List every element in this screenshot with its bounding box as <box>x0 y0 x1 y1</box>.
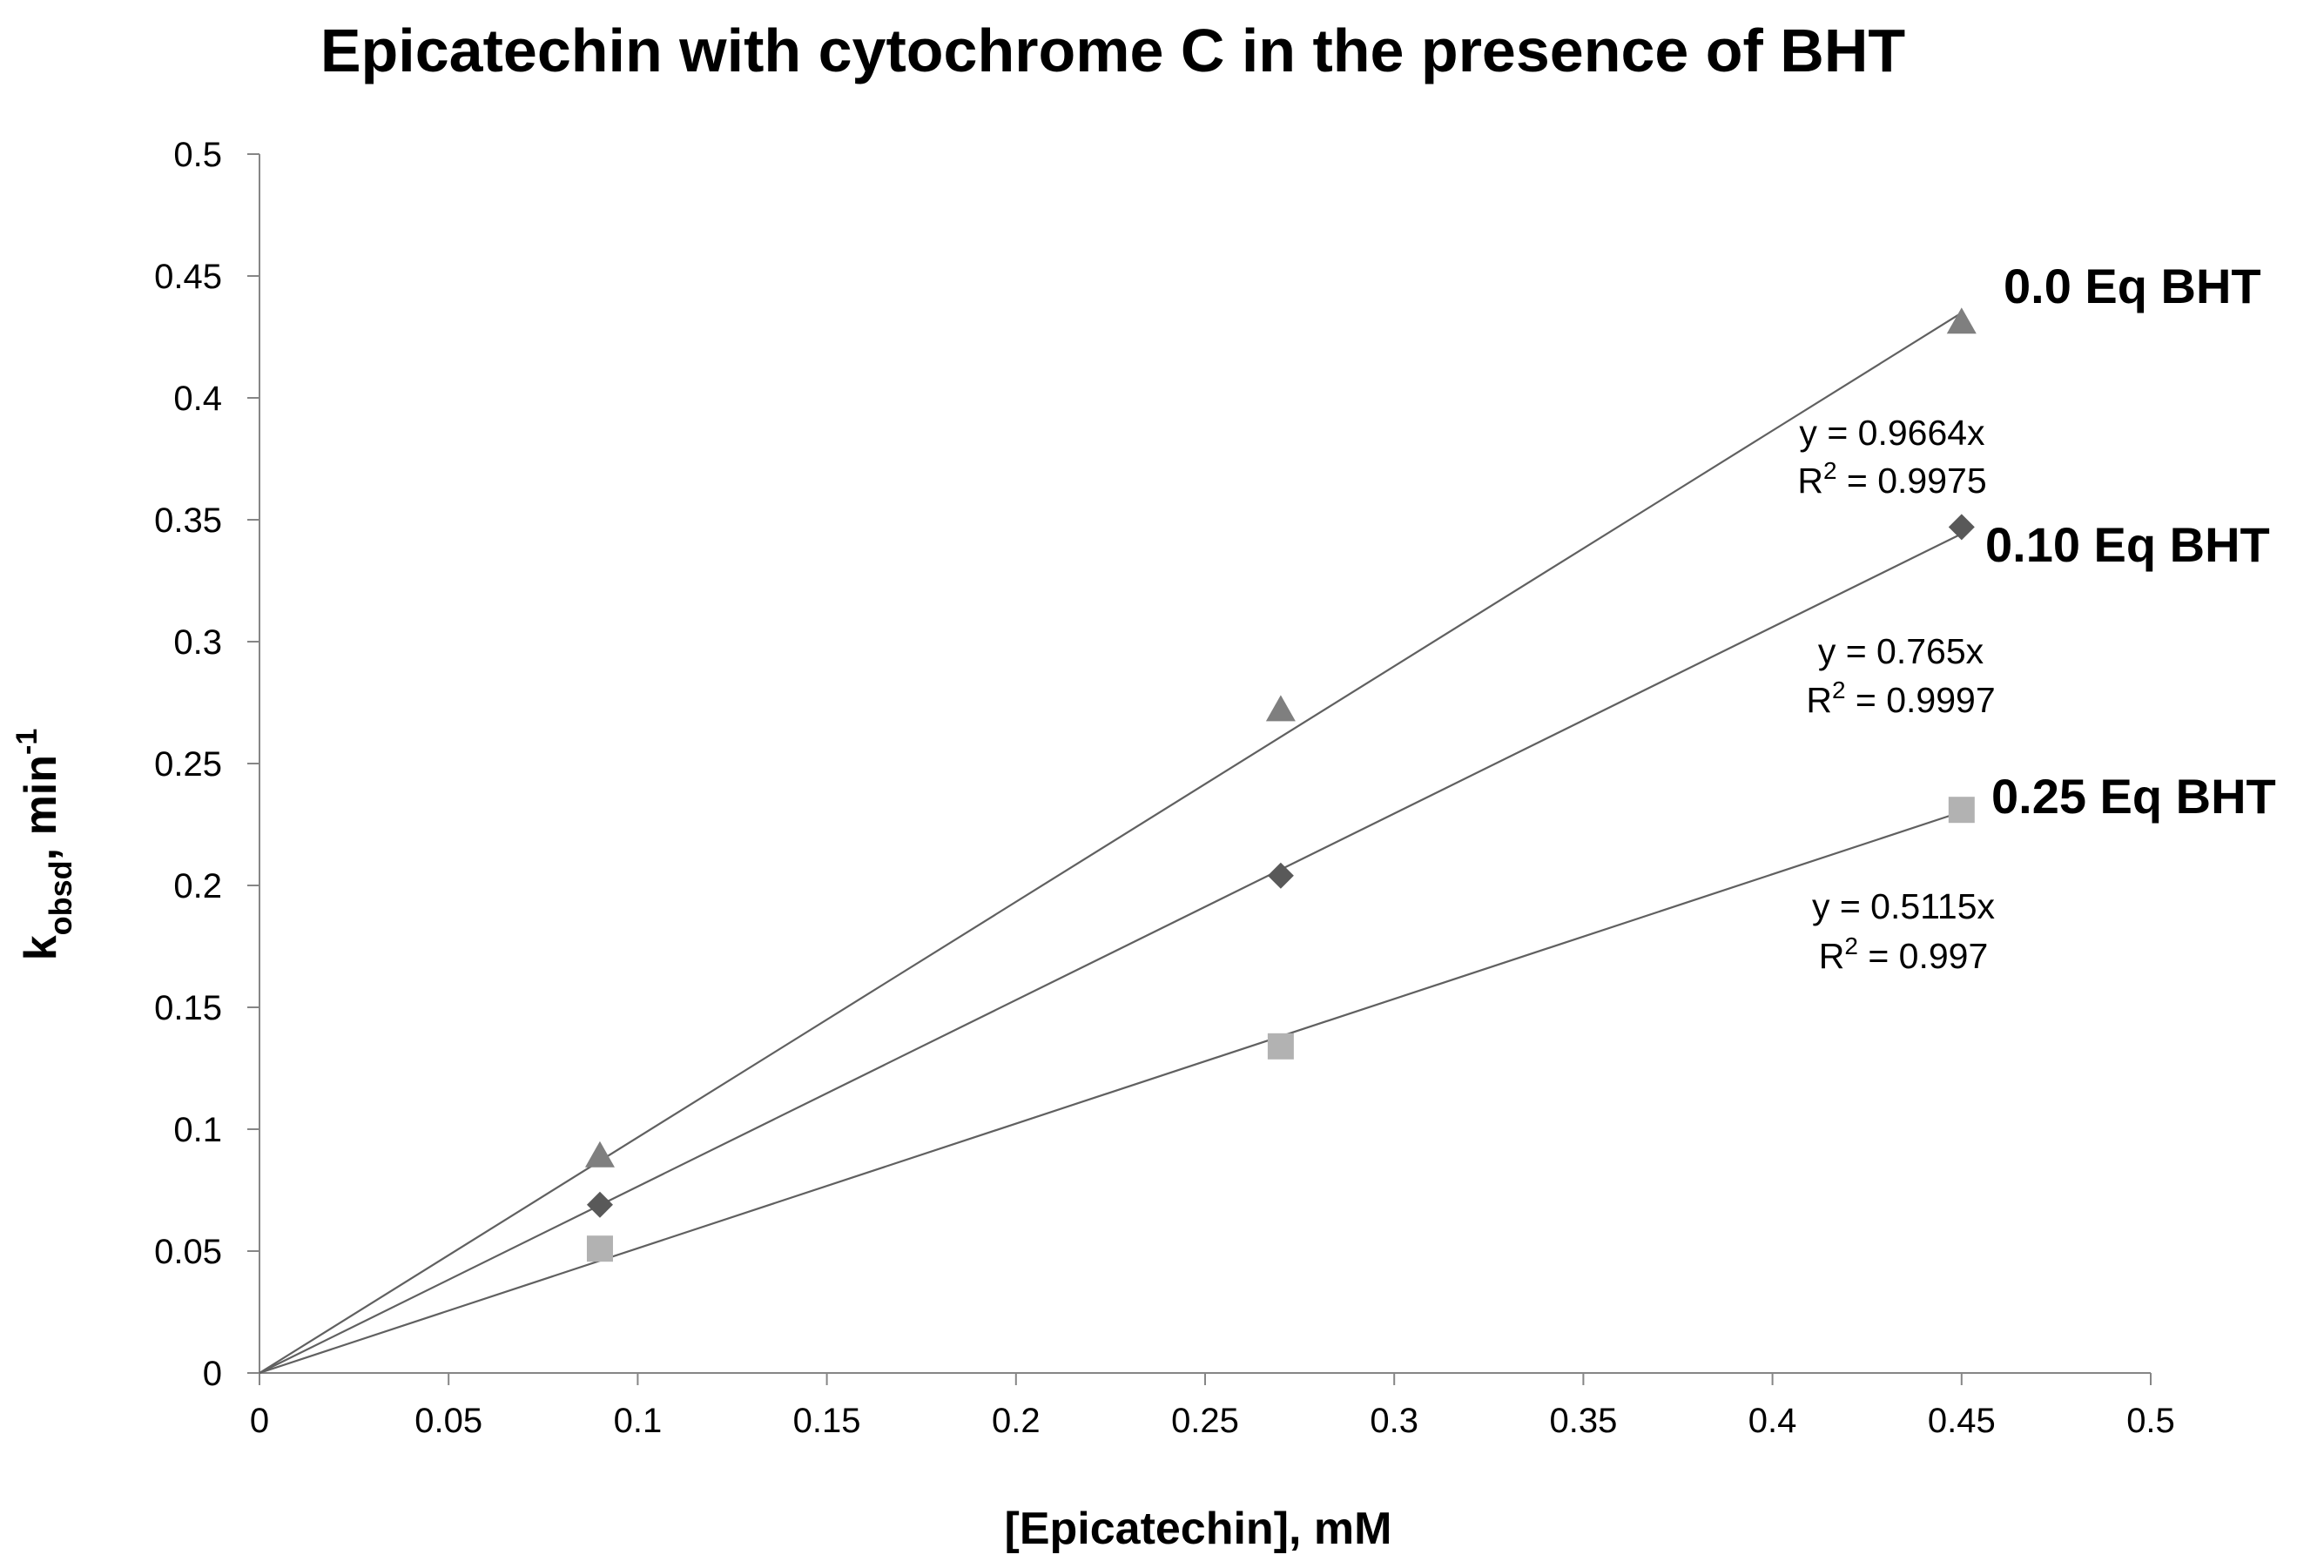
y-tick-label: 0.2 <box>173 867 222 905</box>
x-tick-label: 0.5 <box>2126 1402 2175 1440</box>
x-axis-label: [Epicatechin], mM <box>1005 1504 1392 1554</box>
y-tick-label: 0.5 <box>173 136 222 174</box>
series-label: 0.25 Eq BHT <box>1991 769 2276 824</box>
trendline-r-squared: R2 = 0.9997 <box>1806 676 1995 720</box>
r-squared-superscript: 2 <box>1823 457 1837 484</box>
trendline-r-squared: R2 = 0.997 <box>1819 932 1989 976</box>
r-squared-superscript: 2 <box>1844 932 1858 959</box>
trendline-equation: y = 0.5115x <box>1812 886 1996 926</box>
r-squared-prefix: R <box>1806 680 1832 720</box>
x-tick-label: 0.35 <box>1549 1402 1617 1440</box>
x-tick-label: 0.05 <box>414 1402 482 1440</box>
data-point <box>584 1141 615 1168</box>
data-point <box>586 1191 613 1218</box>
y-tick-label: 0.45 <box>154 258 222 296</box>
data-point <box>586 1235 613 1262</box>
y-tick-label: 0.15 <box>154 989 222 1027</box>
y-tick-label: 0.3 <box>173 623 222 662</box>
x-tick-label: 0.15 <box>793 1402 861 1440</box>
r-squared-value: = 0.9975 <box>1837 461 1987 501</box>
r-squared-prefix: R <box>1819 936 1845 976</box>
r-squared-value: = 0.9997 <box>1846 680 1996 720</box>
trendline-r-squared: R2 = 0.9975 <box>1797 457 1986 501</box>
series-label: 0.0 Eq BHT <box>2004 259 2261 313</box>
x-tick-label: 0.25 <box>1171 1402 1239 1440</box>
data-point <box>1267 862 1294 889</box>
r-squared-superscript: 2 <box>1832 676 1846 703</box>
y-axis-label-superscript: -1 <box>10 729 44 755</box>
y-tick-label: 0.05 <box>154 1233 222 1271</box>
y-axis-label-after: , min <box>16 755 66 860</box>
x-tick-label: 0.1 <box>614 1402 663 1440</box>
axes: 0 0.05 0.1 0.15 0.2 0.25 0.3 0.35 0.4 0.45 0.5 0 0.0… <box>154 136 2175 1440</box>
x-tick-label: 0.3 <box>1370 1402 1418 1440</box>
y-tick-label: 0.25 <box>154 745 222 784</box>
y-axis-label-subscript: obsd <box>43 860 78 935</box>
data-point <box>1948 514 1975 541</box>
data-point <box>1267 1033 1294 1060</box>
trendline-equation: y = 0.765x <box>1818 631 1984 671</box>
r-squared-prefix: R <box>1797 461 1823 501</box>
x-tick-label: 0 <box>250 1402 269 1440</box>
trendline-0 <box>259 312 1963 1374</box>
chart-title: Epicatechin with cytochrome C in the pre… <box>320 17 1905 84</box>
y-tick-label: 0.35 <box>154 501 222 540</box>
y-tick-label: 0 <box>203 1355 222 1393</box>
x-tick-label: 0.2 <box>992 1402 1041 1440</box>
y-axis-label: kobsd, min-1 <box>10 729 78 961</box>
data-point <box>1948 797 1975 824</box>
x-tick-label: 0.4 <box>1748 1402 1797 1440</box>
data-point <box>1265 695 1296 722</box>
y-tick-label: 0.1 <box>173 1111 222 1149</box>
y-axis-label-main: k <box>16 935 66 960</box>
data-point <box>1946 307 1977 334</box>
r-squared-value: = 0.997 <box>1858 936 1988 976</box>
svg-text:kobsd, min-1: kobsd, min-1 <box>10 729 78 961</box>
series-label: 0.10 Eq BHT <box>1985 517 2270 572</box>
trendline-1 <box>259 533 1963 1374</box>
trendline-2 <box>259 811 1963 1375</box>
markers <box>584 307 1977 1262</box>
y-tick-label: 0.4 <box>173 380 222 418</box>
trendlines <box>259 312 1963 1375</box>
x-tick-label: 0.45 <box>1928 1402 1996 1440</box>
trendline-equation: y = 0.9664x <box>1799 413 1985 453</box>
